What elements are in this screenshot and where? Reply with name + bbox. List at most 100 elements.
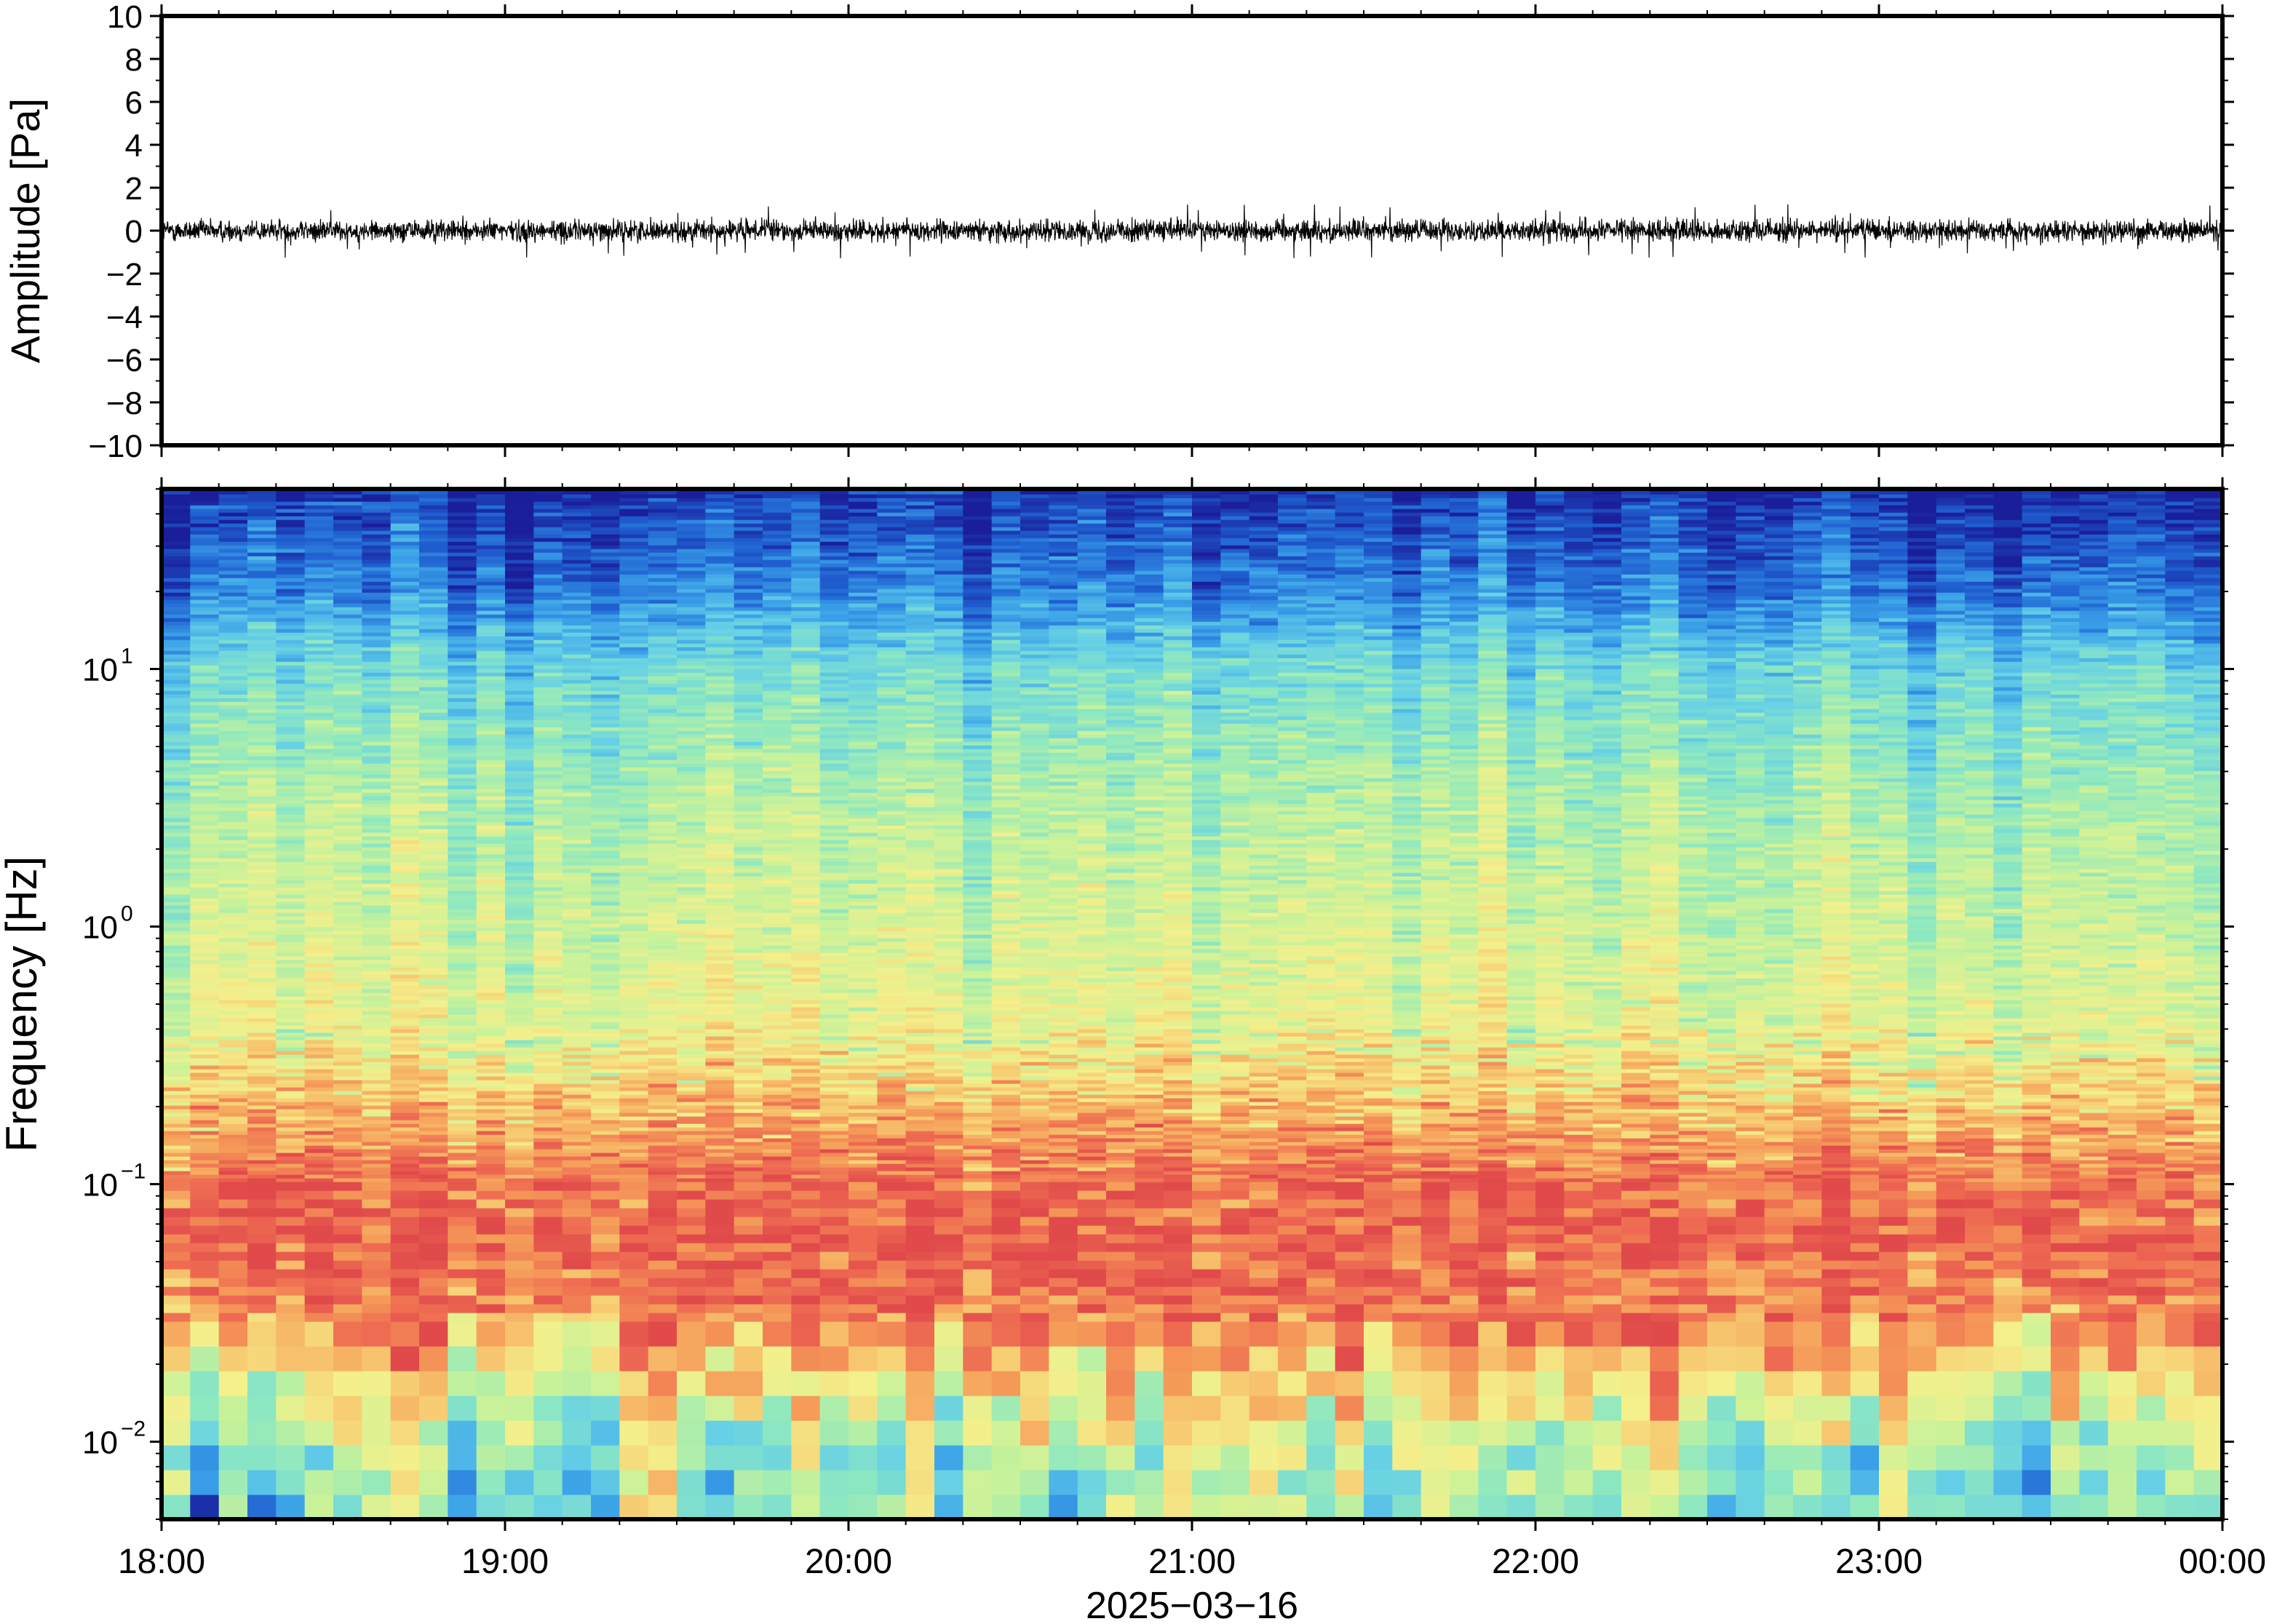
spectrogram-cell <box>276 592 306 597</box>
spectrogram-cell <box>763 985 792 990</box>
spectrogram-cell <box>333 858 363 862</box>
spectrogram-cell <box>419 1160 449 1164</box>
spectrogram-cell <box>533 887 563 891</box>
spectrogram-cell <box>505 938 535 942</box>
spectrogram-cell <box>476 785 506 789</box>
spectrogram-cell <box>390 789 420 793</box>
spectrogram-cell <box>419 774 449 779</box>
spectrogram-cell <box>533 800 563 804</box>
spectrogram-cell <box>304 1022 334 1026</box>
spectrogram-cell <box>162 858 191 862</box>
spectrogram-cell <box>734 683 763 688</box>
spectrogram-cell <box>734 1145 763 1150</box>
spectrogram-cell <box>791 592 821 597</box>
spectrogram-cell <box>533 741 563 746</box>
spectrogram-cell <box>190 1167 220 1171</box>
spectrogram-cell <box>648 501 677 506</box>
spectrogram-cell <box>619 942 649 946</box>
spectrogram-cell <box>362 661 392 666</box>
spectrogram-cell <box>619 1032 649 1037</box>
spectrogram-cell <box>218 901 248 906</box>
spectrogram-cell <box>333 971 363 975</box>
spectrogram-cell <box>791 807 821 811</box>
spectrogram-cell <box>677 1047 707 1051</box>
spectrogram-cell <box>362 560 392 564</box>
spectrogram-cell <box>390 909 420 913</box>
spectrogram-cell <box>763 734 792 739</box>
spectrogram-cell <box>304 1040 334 1044</box>
spectrogram-cell <box>218 923 248 928</box>
spectrogram-cell <box>276 534 306 538</box>
spectrogram-cell <box>648 676 677 680</box>
spectrogram-cell <box>562 992 592 997</box>
spectrogram-cell <box>648 581 677 586</box>
spectrogram-cell <box>734 509 763 513</box>
spectrogram-cell <box>476 818 506 822</box>
spectrogram-cell <box>591 1145 621 1150</box>
spectrogram-cell <box>619 541 649 546</box>
spectrogram-cell <box>362 807 392 811</box>
spectrogram-cell <box>763 858 792 862</box>
amplitude-ylabel: Amplitude [Pa] <box>2 98 48 363</box>
spectrogram-cell <box>247 578 277 582</box>
spectrogram-cell <box>276 789 306 793</box>
spectrogram-cell <box>218 1163 248 1168</box>
spectrogram-cell <box>562 1094 592 1099</box>
spectrogram-cell <box>362 538 392 542</box>
spectrogram-cell <box>390 876 420 880</box>
spectrogram-cell <box>190 916 220 920</box>
spectrogram-cell <box>705 1269 735 1278</box>
spectrogram-cell <box>763 796 792 800</box>
spectrogram-cell <box>505 1022 535 1026</box>
spectrogram-cell <box>562 1000 592 1004</box>
spectrogram-cell <box>190 665 220 669</box>
spectrogram-cell <box>333 891 363 895</box>
spectrogram-cell <box>218 738 248 742</box>
spectrogram-cell <box>476 589 506 593</box>
spectrogram-cell <box>333 931 363 935</box>
spectrogram-cell <box>276 1313 306 1322</box>
spectrogram-cell <box>562 1014 592 1019</box>
spectrogram-cell <box>476 505 506 509</box>
spectrogram-cell <box>333 541 363 546</box>
spectrogram-cell <box>448 1127 477 1131</box>
spectrogram-cell <box>362 690 392 695</box>
spectrogram-cell <box>677 967 707 971</box>
spectrogram-cell <box>333 938 363 942</box>
spectrogram-cell <box>591 723 621 728</box>
spectrogram-cell <box>591 534 621 538</box>
spectrogram-cell <box>419 1243 449 1252</box>
spectrogram-cell <box>448 527 477 531</box>
spectrogram-cell <box>362 1260 392 1270</box>
spectrogram-cell <box>562 1217 592 1226</box>
spectrogram-cell <box>476 920 506 924</box>
spectrogram-cell <box>591 1083 621 1088</box>
spectrogram-cell <box>591 552 621 557</box>
spectrogram-cell <box>591 1047 621 1051</box>
spectrogram-cell <box>448 501 477 506</box>
spectrogram-cell <box>734 596 763 600</box>
spectrogram-cell <box>247 600 277 604</box>
spectrogram-cell <box>304 789 334 793</box>
spectrogram-cell <box>505 643 535 648</box>
spectrogram-cell <box>734 632 763 637</box>
spectrogram-cell <box>304 1371 334 1396</box>
spectrogram-cell <box>791 596 821 600</box>
spectrogram-cell <box>419 1047 449 1051</box>
spectrogram-cell <box>533 992 563 997</box>
spectrogram-cell <box>390 923 420 928</box>
spectrogram-cell <box>448 851 477 855</box>
spectrogram-cell <box>505 1153 535 1157</box>
spectrogram-cell <box>247 567 277 571</box>
spectrogram-cell <box>247 1051 277 1055</box>
spectrogram-cell <box>218 1072 248 1077</box>
spectrogram-cell <box>505 1029 535 1033</box>
spectrogram-cell <box>390 1109 420 1113</box>
spectrogram-cell <box>419 1036 449 1040</box>
spectrogram-cell <box>390 905 420 909</box>
spectrogram-cell <box>390 945 420 950</box>
spectrogram-cell <box>390 807 420 811</box>
spectrogram-cell <box>791 778 821 782</box>
spectrogram-cell <box>276 643 306 648</box>
spectrogram-cell <box>276 614 306 618</box>
